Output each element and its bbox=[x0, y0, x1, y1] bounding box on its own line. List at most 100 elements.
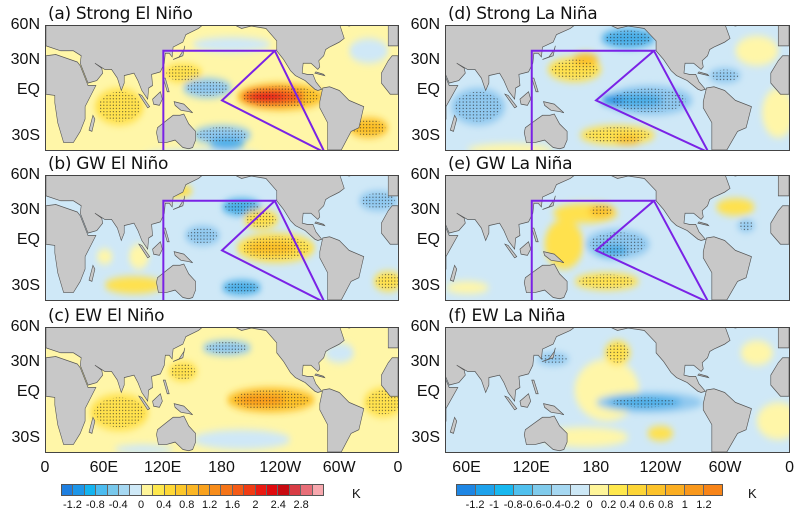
colorbar-swatch bbox=[210, 485, 222, 495]
colorbar-tick-label: 1 bbox=[681, 499, 688, 511]
panel-title: (a) Strong El Niño bbox=[48, 4, 193, 24]
anomaly-region bbox=[762, 88, 789, 138]
sst-anomaly-map bbox=[446, 26, 789, 150]
anomaly-region bbox=[574, 359, 639, 421]
map-panel-e bbox=[445, 175, 790, 301]
map-panel-b bbox=[45, 175, 399, 301]
lon-label: 0 bbox=[393, 459, 403, 476]
colorbar-tick-label: -0.2 bbox=[560, 499, 580, 511]
colorbar-swatch bbox=[278, 485, 290, 495]
lat-label: EQ bbox=[16, 383, 40, 400]
colorbar-swatch bbox=[164, 485, 176, 495]
colorbar-tick-label: -1.2 bbox=[465, 499, 485, 511]
significance-stipple bbox=[170, 363, 196, 380]
significance-stipple bbox=[224, 281, 259, 294]
sst-anomaly-map bbox=[46, 26, 398, 150]
colorbar-right bbox=[456, 484, 723, 496]
colorbar-swatch bbox=[118, 485, 131, 495]
lat-label: 30N bbox=[10, 353, 40, 370]
lon-label: 0 bbox=[785, 459, 795, 476]
significance-stipple bbox=[166, 65, 200, 82]
colorbar-tick-label: 2 bbox=[252, 499, 259, 511]
significance-stipple bbox=[361, 192, 396, 209]
anomaly-region bbox=[740, 340, 773, 366]
lon-label: 60E bbox=[89, 459, 119, 476]
colorbar-swatch bbox=[495, 485, 514, 495]
colorbar-swatch bbox=[221, 485, 233, 495]
lat-label: EQ bbox=[16, 231, 40, 248]
anomaly-region bbox=[129, 244, 149, 269]
significance-stipple bbox=[711, 69, 739, 82]
colorbar-swatch bbox=[685, 485, 704, 495]
significance-stipple bbox=[585, 127, 650, 144]
lon-label: 120W bbox=[259, 459, 302, 476]
lon-label: 0 bbox=[40, 459, 50, 476]
colorbar-swatch bbox=[628, 485, 647, 495]
lon-label: 60E bbox=[452, 459, 481, 476]
colorbar-swatch bbox=[62, 485, 74, 495]
colorbar-swatch bbox=[73, 485, 85, 495]
lat-label: EQ bbox=[416, 383, 440, 400]
lon-label: 120E bbox=[512, 459, 550, 476]
panel-title: (b) GW El Niño bbox=[48, 154, 169, 174]
colorbar-tick-label: 0 bbox=[586, 499, 593, 511]
significance-stipple bbox=[98, 91, 141, 122]
colorbar-tick-label: 0.4 bbox=[156, 499, 172, 511]
colorbar-swatch bbox=[107, 485, 119, 495]
lat-label: 60N bbox=[10, 318, 40, 335]
significance-stipple bbox=[197, 127, 247, 144]
significance-stipple bbox=[243, 85, 319, 108]
colorbar-tick-label: 0.4 bbox=[619, 499, 636, 511]
anomaly-region bbox=[716, 198, 755, 216]
colorbar-swatch bbox=[130, 485, 142, 495]
significance-stipple bbox=[590, 205, 613, 216]
lat-label: 30N bbox=[410, 353, 440, 370]
lat-label: 30N bbox=[10, 51, 40, 68]
colorbar-swatch bbox=[514, 485, 533, 495]
colorbar-swatch bbox=[647, 485, 666, 495]
colorbar-swatch bbox=[153, 485, 165, 495]
colorbar-swatch bbox=[96, 485, 108, 495]
lat-label: 30N bbox=[10, 201, 40, 218]
colorbar-tick-label: 0.6 bbox=[639, 499, 655, 511]
colorbar-left bbox=[61, 484, 324, 496]
lat-label: 30S bbox=[411, 277, 440, 294]
colorbar-tick-label: 0.2 bbox=[600, 499, 617, 511]
colorbar-tick-label: -0.8 bbox=[503, 499, 523, 511]
colorbar-swatch bbox=[198, 485, 211, 495]
colorbar-swatch bbox=[571, 485, 590, 495]
significance-stipple bbox=[187, 227, 218, 244]
panel-title: (e) GW La Niña bbox=[448, 154, 573, 174]
lon-label: 60W bbox=[322, 459, 356, 476]
colorbar-swatch bbox=[267, 485, 279, 495]
significance-stipple bbox=[233, 390, 309, 410]
significance-stipple bbox=[455, 91, 501, 122]
colorbar-swatch bbox=[552, 485, 571, 495]
significance-stipple bbox=[242, 236, 310, 260]
significance-stipple bbox=[590, 232, 645, 257]
lat-label: 30S bbox=[411, 127, 440, 144]
region-box-outline bbox=[163, 201, 324, 300]
map-panel-f bbox=[445, 327, 790, 453]
colorbar-swatch bbox=[141, 485, 154, 495]
panel-title: (f) EW La Niña bbox=[448, 306, 566, 326]
colorbar-unit-label: K bbox=[748, 486, 757, 501]
colorbar-swatch bbox=[704, 485, 722, 495]
colorbar-unit-label: K bbox=[352, 486, 361, 501]
significance-stipple bbox=[738, 220, 754, 231]
anomaly-region bbox=[735, 35, 779, 66]
lat-label: 30S bbox=[411, 429, 440, 446]
colorbar-swatch bbox=[590, 485, 609, 495]
lat-label: 30S bbox=[11, 277, 40, 294]
significance-stipple bbox=[579, 274, 635, 289]
map-panel-a bbox=[45, 25, 399, 151]
lat-label: 60N bbox=[410, 166, 440, 183]
significance-stipple bbox=[551, 59, 598, 80]
colorbar-swatch bbox=[476, 485, 495, 495]
significance-stipple bbox=[606, 342, 629, 363]
lat-label: 60N bbox=[10, 166, 40, 183]
sst-anomaly-map bbox=[446, 176, 789, 300]
lon-label: 120E bbox=[143, 459, 182, 476]
significance-stipple bbox=[186, 80, 229, 96]
anomaly-region bbox=[114, 444, 174, 452]
